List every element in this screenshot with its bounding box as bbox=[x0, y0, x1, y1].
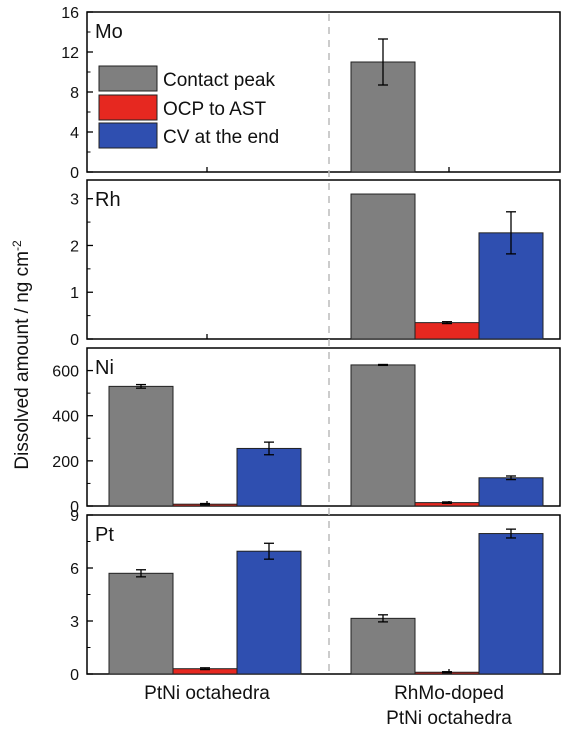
legend-label: Contact peak bbox=[163, 70, 275, 91]
panel-ni: 0 200 400 600 Ni bbox=[52, 347, 561, 516]
bar-ni-contact-peak-ptni bbox=[108, 385, 174, 507]
y-tick-label: 3 bbox=[70, 614, 79, 631]
y-axis-label: Dissolved amount / ng cm-2 bbox=[10, 240, 33, 470]
legend-label: OCP to AST bbox=[163, 99, 267, 120]
bar-ni-cv-at-the-end-ptni bbox=[236, 447, 302, 507]
y-tick-label: 400 bbox=[52, 409, 79, 426]
y-tick-label: 6 bbox=[70, 561, 79, 578]
y-tick-label: 12 bbox=[61, 45, 79, 62]
x-group-label-rhmo-line-2: PtNi octahedra bbox=[386, 708, 512, 729]
legend-item-contact-peak: Contact peak bbox=[98, 65, 275, 92]
y-tick-label: 2 bbox=[70, 238, 79, 255]
legend-swatch bbox=[98, 94, 158, 121]
panel-pt: 0 3 6 9 Pt bbox=[70, 508, 561, 684]
y-tick-label: 16 bbox=[61, 5, 79, 22]
y-tick-label: 3 bbox=[70, 192, 79, 209]
panel-frame bbox=[86, 347, 561, 507]
y-tick-label: 9 bbox=[70, 508, 79, 525]
legend-label: CV at the end bbox=[163, 127, 279, 148]
y-tick-label: 4 bbox=[70, 125, 79, 142]
legend-swatch bbox=[98, 122, 158, 149]
panel-frame bbox=[86, 11, 561, 173]
bar-ni-cv-at-the-end-rhmo bbox=[478, 477, 544, 507]
legend-item-ocp-to-ast: OCP to AST bbox=[98, 94, 267, 121]
y-axis-label-text: Dissolved amount / ng cm bbox=[12, 251, 33, 470]
y-tick-label: 0 bbox=[70, 165, 79, 182]
bar-pt-cv-at-the-end-rhmo bbox=[478, 533, 544, 675]
y-tick-label: 0 bbox=[70, 332, 79, 349]
legend-swatch bbox=[98, 65, 158, 92]
y-tick-label: 1 bbox=[70, 285, 79, 302]
bar-rh-contact-peak-rhmo bbox=[350, 193, 416, 340]
y-tick-label: 8 bbox=[70, 85, 79, 102]
y-tick-label: 200 bbox=[52, 454, 79, 471]
panel-mo: 0 4 8 12 16 Mo bbox=[61, 5, 561, 182]
legend: Contact peak OCP to AST CV at the end bbox=[98, 65, 279, 149]
x-axis-group-labels: PtNi octahedra RhMo-doped PtNi octahedra bbox=[144, 683, 512, 729]
legend-item-cv-at-the-end: CV at the end bbox=[98, 122, 279, 149]
panel-label-mo: Mo bbox=[95, 21, 123, 43]
bar-ni-contact-peak-rhmo bbox=[350, 364, 416, 507]
panel-rh: 0 1 2 3 Rh bbox=[70, 179, 561, 349]
bar-rh-ocp-to-ast-rhmo bbox=[414, 322, 480, 340]
x-group-label-ptni-line-1: PtNi octahedra bbox=[144, 683, 270, 704]
y-axis-label-superscript: -2 bbox=[10, 240, 24, 251]
panel-frame bbox=[86, 179, 561, 340]
bar-pt-contact-peak-ptni bbox=[108, 572, 174, 675]
panel-label-pt: Pt bbox=[95, 524, 114, 546]
y-tick-label: 0 bbox=[70, 499, 79, 516]
y-tick-label: 0 bbox=[70, 667, 79, 684]
bar-pt-cv-at-the-end-ptni bbox=[236, 550, 302, 675]
x-group-label-rhmo-line-1: RhMo-doped bbox=[394, 683, 504, 704]
y-tick-label: 600 bbox=[52, 364, 79, 381]
bar-pt-contact-peak-rhmo bbox=[350, 617, 416, 675]
panel-label-rh: Rh bbox=[95, 189, 121, 211]
panel-label-ni: Ni bbox=[95, 357, 114, 379]
